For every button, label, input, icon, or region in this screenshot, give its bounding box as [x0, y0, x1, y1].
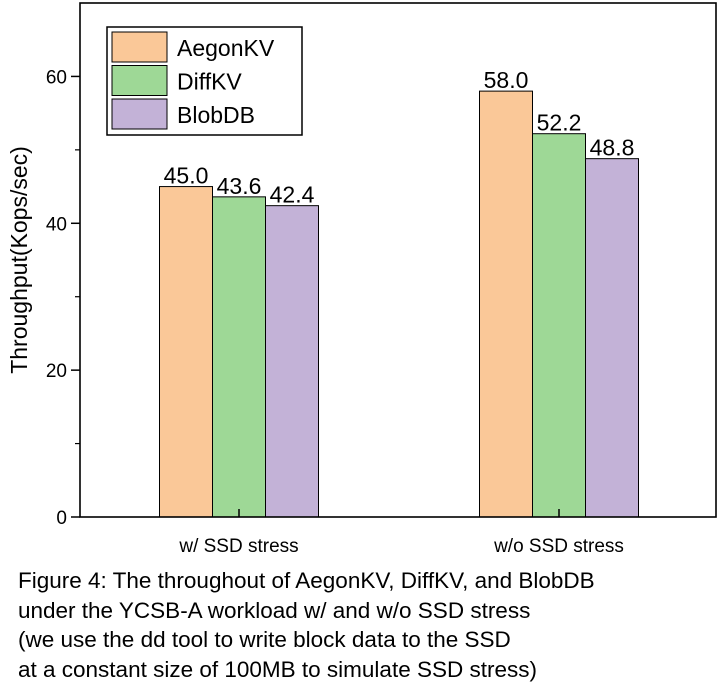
legend-label-aegonkv: AegonKV: [177, 35, 275, 61]
caption-line: Figure 4: The throughout of AegonKV, Dif…: [18, 568, 595, 593]
legend: AegonKV DiffKV BlobDB: [106, 26, 303, 136]
y-tick-label: 20: [46, 361, 67, 382]
data-label: 42.4: [270, 182, 315, 208]
data-label: 43.6: [217, 173, 262, 199]
legend-swatch-blobdb: [111, 98, 168, 130]
bar-diffkv-with-ssd-stress: [212, 196, 266, 518]
axes-layer: w/ SSD stress w/o SSD stress 0 20 40 60: [46, 67, 624, 557]
legend-swatch-aegonkv: [111, 31, 168, 63]
bar-aegonkv-without-ssd-stress: [479, 90, 533, 518]
y-tick-label: 0: [56, 508, 67, 529]
bar-blobdb-with-ssd-stress: [265, 205, 319, 518]
y-axis-label: Throughput(Kops/sec): [6, 146, 32, 374]
data-label: 48.8: [590, 135, 635, 161]
bar-aegonkv-with-ssd-stress: [159, 186, 213, 518]
data-label: 52.2: [537, 110, 582, 136]
bars-layer: [159, 90, 639, 518]
plot-frame: [79, 2, 717, 518]
data-label: 45.0: [164, 163, 209, 189]
labels-layer: 45.0 43.6 42.4 58.0 52.2 48.8: [164, 67, 635, 208]
y-tick-label: 60: [46, 67, 67, 88]
caption-line: (we use the dd tool to write block data …: [18, 627, 511, 652]
legend-swatch-diffkv: [111, 65, 168, 96]
caption-line: at a constant size of 100MB to simulate …: [18, 656, 537, 682]
data-label: 58.0: [484, 67, 529, 93]
figure-caption: Figure 4: The throughout of AegonKV, Dif…: [18, 566, 718, 684]
bar-blobdb-without-ssd-stress: [585, 158, 639, 518]
x-tick-label: w/o SSD stress: [493, 536, 624, 557]
x-tick-label: w/ SSD stress: [178, 536, 298, 557]
legend-label-diffkv: DiffKV: [177, 69, 242, 95]
caption-line: under the YCSB-A workload w/ and w/o SSD…: [18, 597, 531, 623]
bar-diffkv-without-ssd-stress: [532, 133, 586, 518]
legend-label-blobdb: BlobDB: [177, 102, 255, 128]
y-tick-label: 40: [46, 214, 67, 235]
